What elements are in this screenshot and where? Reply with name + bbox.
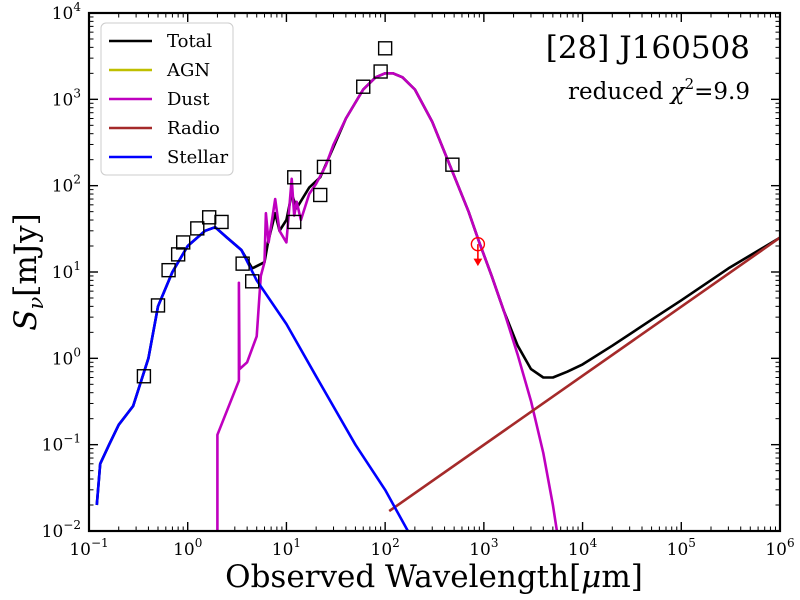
series-line-radio [388,236,780,513]
data-point [175,235,191,250]
data-point [287,214,302,230]
x-axis-label: Observed Wavelength[μm] [225,559,643,595]
legend-label-stellar: Stellar [167,147,228,168]
legend-items: Total AGN Dust Radio Stellar [109,31,228,168]
data-point [356,79,371,94]
data-point [377,41,393,56]
x-tick-label: 101 [272,536,301,560]
x-tick-label: 100 [173,536,202,560]
upper-limit-marker [470,236,486,267]
chi-squared-annotation: reduced χ2=9.9 [568,75,750,105]
legend: Total AGN Dust Radio Stellar [100,22,234,176]
data-point [287,170,302,185]
data-point [136,369,152,384]
data-point [313,187,328,203]
data-point [161,262,176,278]
x-tick-label: 106 [765,536,794,560]
series-line-dust [216,72,559,531]
y-tick-label: 101 [52,259,81,283]
legend-label-total: Total [167,31,212,52]
chart-title: [28] J160508 [546,30,750,66]
legend-box [100,22,234,176]
data-point [190,221,205,236]
data-point [170,247,186,262]
data-point [150,298,166,313]
y-tick-label: 103 [52,86,81,110]
x-tick-label: 10−1 [69,536,108,560]
data-point [235,256,250,271]
data-point [214,214,229,230]
y-tick-label: 104 [52,0,82,24]
y-tick-label: 10−2 [42,518,81,542]
y-tick-label: 102 [52,173,81,197]
x-tick-label: 104 [568,536,598,560]
y-tick-label: 10−1 [42,432,81,456]
legend-label-dust: Dust [167,89,210,110]
data-point [244,274,260,289]
x-tick-label: 102 [371,536,400,560]
y-axis-label: Sν[mJy] [8,213,48,331]
data-point [316,159,332,175]
legend-label-radio: Radio [167,118,220,139]
data-point [445,157,460,172]
data-point [373,64,388,79]
legend-label-agn: AGN [166,60,210,81]
y-tick-label: 100 [52,345,81,369]
series-line-stellar [95,225,410,531]
x-tick-label: 105 [667,536,696,560]
data-markers [136,41,486,384]
x-tick-label: 103 [469,536,498,560]
x-tick-labels: 10−1 100 101 102 103 104 105 106 [69,536,794,560]
plot-frame [87,11,782,533]
y-tick-labels: 10−2 10−1 100 101 102 103 104 [42,0,82,542]
